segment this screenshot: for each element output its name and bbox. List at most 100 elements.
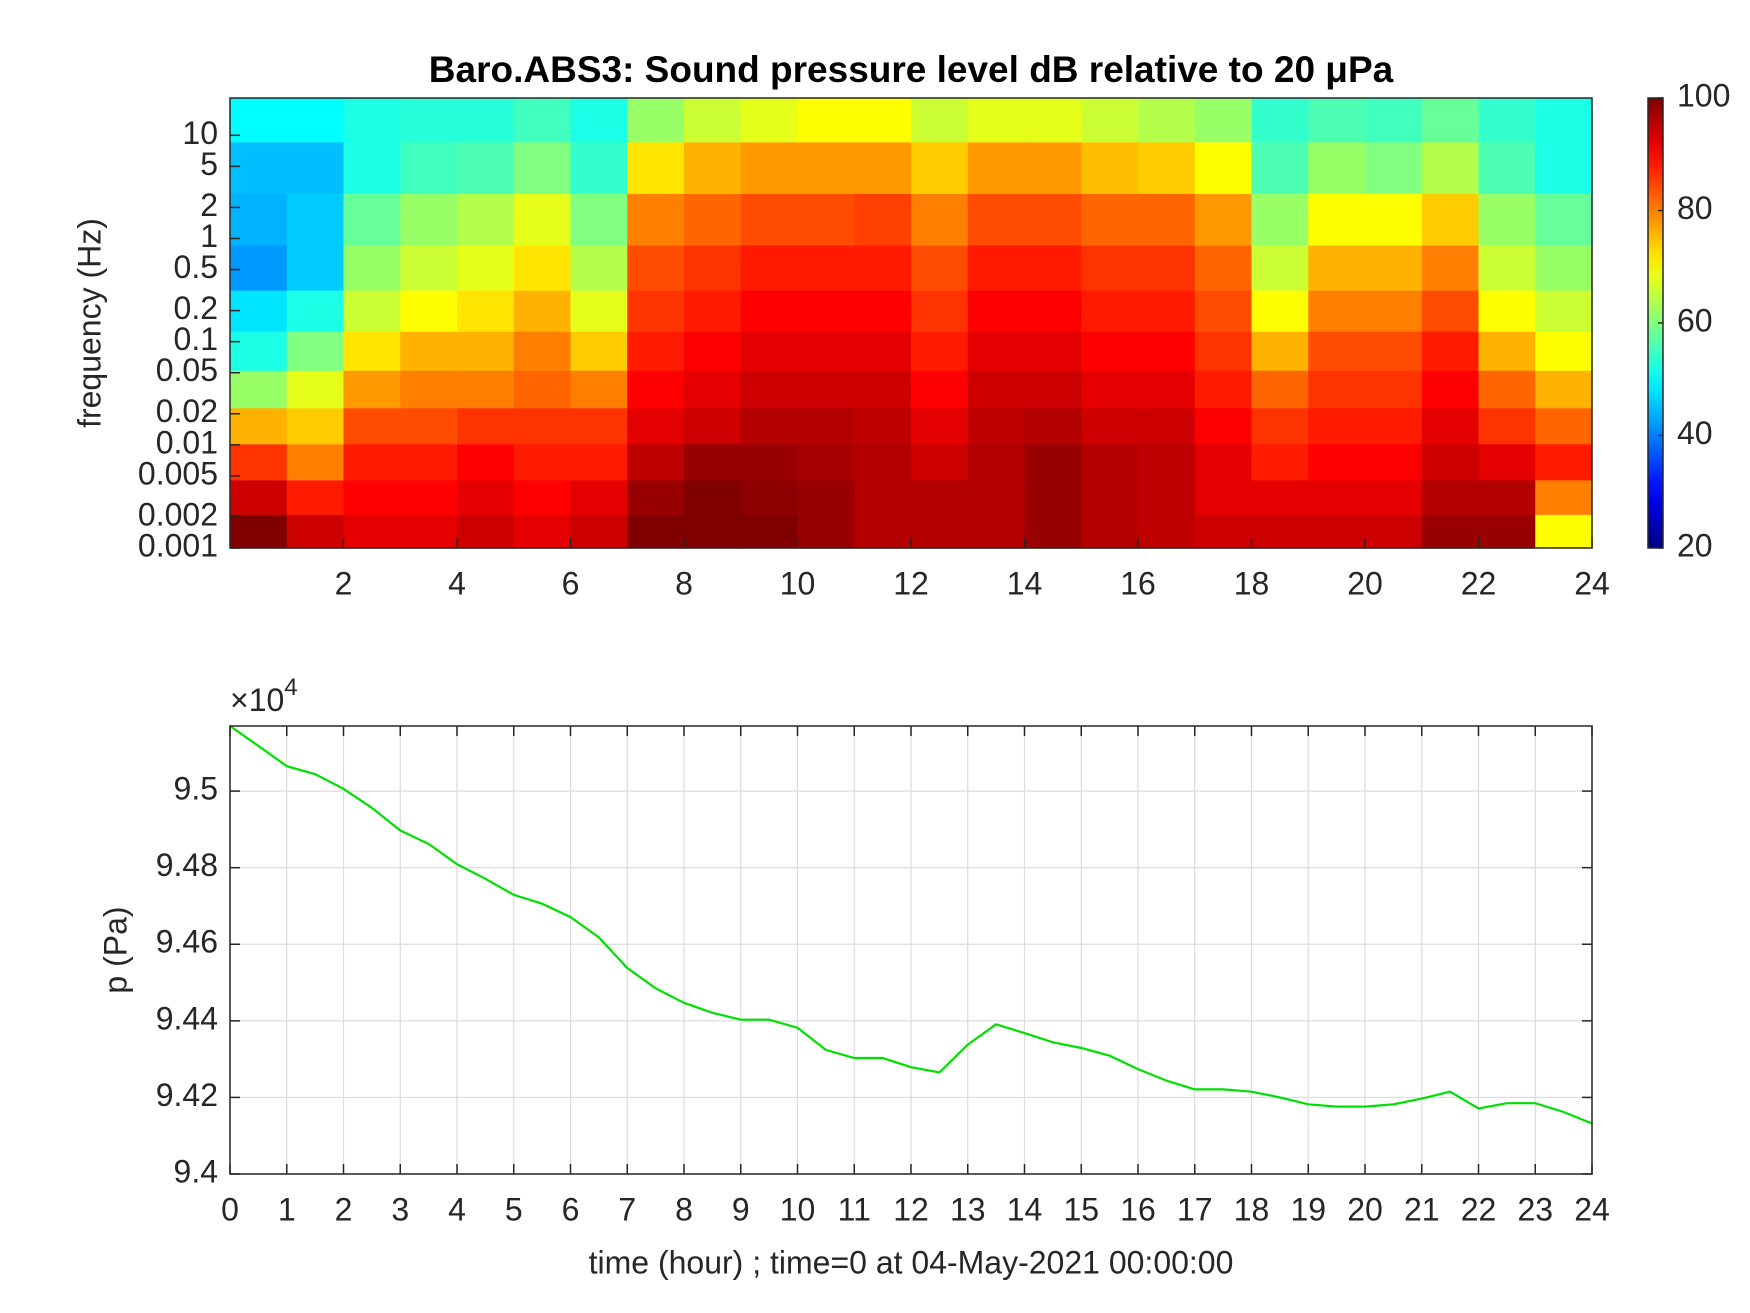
heatmap-cell <box>570 370 628 409</box>
heatmap-cell <box>967 407 1026 445</box>
heatmap-cell <box>1365 407 1423 445</box>
heatmap-cell <box>1478 479 1536 515</box>
heatmap-cell <box>513 193 572 246</box>
heatmap-cell <box>1421 193 1480 246</box>
heatmap-cell <box>457 141 515 194</box>
heatmap-cell <box>570 290 628 332</box>
heatmap-cell <box>1535 514 1593 549</box>
heatmap-cell <box>1138 514 1196 549</box>
x-tick-label: 4 <box>448 565 466 601</box>
heatmap-cell <box>854 514 912 549</box>
heatmap-cell <box>343 331 401 371</box>
heatmap-cell <box>286 244 345 291</box>
heatmap-cell <box>1365 370 1423 409</box>
heatmap-cell <box>967 514 1026 549</box>
x-tick-label: 14 <box>1007 565 1043 601</box>
heatmap-cell <box>1024 443 1082 481</box>
heatmap-cell <box>286 443 345 481</box>
heatmap-cell <box>854 98 912 143</box>
heatmap-cell <box>627 290 685 332</box>
heatmap-cell <box>1421 141 1480 194</box>
x-tick-label: 13 <box>950 1191 986 1227</box>
heatmap-cell <box>1365 244 1423 291</box>
heatmap-cell <box>1478 407 1536 445</box>
heatmap-cell <box>230 244 288 291</box>
heatmap-cell <box>797 141 855 194</box>
heatmap-cell <box>797 370 855 409</box>
heatmap-cell <box>400 331 458 371</box>
heatmap-cell <box>1421 331 1480 371</box>
heatmap-cell <box>911 193 969 246</box>
heatmap-cell <box>286 141 345 194</box>
heatmap-cell <box>230 514 288 549</box>
y-axis-label: frequency (Hz) <box>71 218 107 428</box>
heatmap-cell <box>911 443 969 481</box>
heatmap-cell <box>911 370 969 409</box>
heatmap-cell <box>740 514 799 549</box>
heatmap-cell <box>627 244 685 291</box>
heatmap-cell <box>513 98 572 143</box>
heatmap-cell <box>1251 244 1309 291</box>
heatmap-cell <box>797 514 855 549</box>
heatmap-cell <box>911 98 969 143</box>
y-tick-label: 0.005 <box>138 455 218 491</box>
heatmap-cell <box>400 98 458 143</box>
heatmap-cell <box>286 193 345 246</box>
heatmap-cell <box>1194 98 1253 143</box>
heatmap-cell <box>1421 290 1480 332</box>
x-tick-label: 16 <box>1120 1191 1156 1227</box>
heatmap-cell <box>911 479 969 515</box>
x-tick-label: 8 <box>675 1191 693 1227</box>
heatmap-cell <box>286 370 345 409</box>
heatmap-cell <box>1478 98 1536 143</box>
x-tick-label: 9 <box>732 1191 750 1227</box>
heatmap-cell <box>1478 514 1536 549</box>
heatmap-cell <box>457 244 515 291</box>
heatmap-cell <box>1251 98 1309 143</box>
y-tick-label: 2 <box>200 187 218 223</box>
heatmap-cell <box>400 141 458 194</box>
heatmap-cell <box>1138 141 1196 194</box>
x-tick-label: 10 <box>780 565 816 601</box>
heatmap-cell <box>343 514 401 549</box>
heatmap-cell <box>911 141 969 194</box>
heatmap-cell <box>230 331 288 371</box>
heatmap-cell <box>570 98 628 143</box>
heatmap-cell <box>1535 244 1593 291</box>
heatmap-cell <box>854 141 912 194</box>
heatmap-cell <box>343 479 401 515</box>
heatmap-cell <box>570 244 628 291</box>
heatmap-cell <box>740 141 799 194</box>
heatmap-cell <box>684 244 742 291</box>
heatmap-cell <box>797 443 855 481</box>
heatmap-cell <box>1365 443 1423 481</box>
heatmap-cell <box>854 193 912 246</box>
heatmap-cell <box>627 98 685 143</box>
heatmap-cell <box>400 514 458 549</box>
heatmap-cell <box>854 479 912 515</box>
heatmap-cell <box>400 443 458 481</box>
heatmap-cell <box>1308 98 1366 143</box>
heatmap-cell <box>343 244 401 291</box>
heatmap-cell <box>400 193 458 246</box>
heatmap-cell <box>1081 244 1139 291</box>
heatmap-cell <box>1478 370 1536 409</box>
heatmap-cell <box>1535 98 1593 143</box>
x-tick-label: 12 <box>893 565 929 601</box>
heatmap-cell <box>740 331 799 371</box>
y-tick-label: 9.48 <box>156 847 218 883</box>
heatmap-cell <box>1535 479 1593 515</box>
heatmap-cell <box>911 244 969 291</box>
heatmap-cell <box>457 443 515 481</box>
y-tick-label: 1 <box>200 218 218 254</box>
heatmap-cell <box>513 290 572 332</box>
heatmap-cell <box>1308 290 1366 332</box>
heatmap-cell <box>1194 370 1253 409</box>
heatmap-cell <box>343 370 401 409</box>
y-tick-label: 5 <box>200 146 218 182</box>
heatmap-cell <box>1081 514 1139 549</box>
heatmap-cell <box>797 331 855 371</box>
heatmap-cell <box>1421 479 1480 515</box>
heatmap-cell <box>1138 331 1196 371</box>
colorbar-tick-label: 20 <box>1677 527 1713 563</box>
